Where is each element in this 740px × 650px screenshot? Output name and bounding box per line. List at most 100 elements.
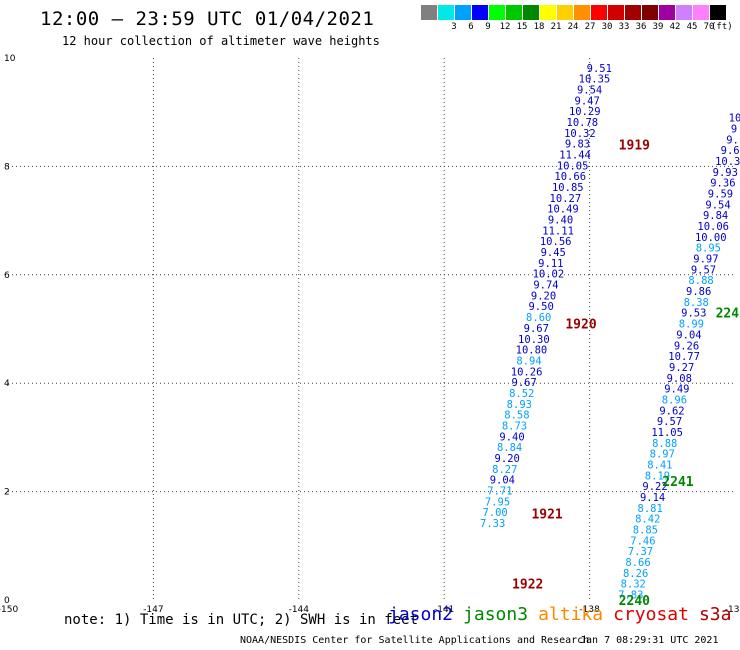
data-point-label: 10.30 <box>518 334 550 346</box>
color-swatch-label: 15 <box>516 22 528 32</box>
data-point-label: 9.47 <box>575 95 600 107</box>
color-swatch: 30 <box>591 5 612 32</box>
color-swatch: 9 <box>472 5 491 32</box>
data-point-label: 8.19 <box>645 470 670 482</box>
data-point-label: 8.73 <box>502 420 527 432</box>
data-point-label: 10.27 <box>550 193 582 205</box>
color-swatch: 42 <box>659 5 680 32</box>
data-point-label: 8.42 <box>635 514 660 526</box>
data-point-label: 8.81 <box>638 503 663 515</box>
data-point-label: 9.67 <box>524 323 549 335</box>
color-swatch-label: 24 <box>567 22 579 32</box>
data-point-label: 10.49 <box>547 204 579 216</box>
y-tick-label: 8 <box>4 162 10 172</box>
data-point-label: 9.51 <box>587 63 612 75</box>
y-tick-label: 2 <box>4 488 10 498</box>
data-point-label: 9.84 <box>703 210 728 222</box>
data-point-label: 8.85 <box>633 525 658 537</box>
data-point-label: 7.46 <box>630 535 655 547</box>
data-point-label: 10.05 <box>557 160 589 172</box>
y-tick-label: 4 <box>4 379 10 389</box>
data-point-label: 9.04 <box>490 475 515 487</box>
data-point-label: 8.41 <box>647 460 672 472</box>
color-swatch: 45 <box>676 5 697 32</box>
data-point-label: 9.74 <box>533 280 558 292</box>
data-point-label: 7.33 <box>480 518 505 530</box>
color-swatch: 36 <box>625 5 646 32</box>
data-point-label: 9.50 <box>528 301 553 313</box>
pass-time-label: 1921 <box>531 507 562 522</box>
data-point-label: 9.36 <box>710 178 735 190</box>
data-point-label: 10.78 <box>567 117 599 129</box>
color-swatch-label: 12 <box>499 22 511 32</box>
data-point-label: 8.38 <box>684 297 709 309</box>
data-point-label: 7.83 <box>618 590 643 602</box>
color-swatch: 33 <box>608 5 629 32</box>
data-point-label: 10.00 <box>695 232 727 244</box>
legend-item-jason3: jason3 <box>463 604 529 625</box>
data-point-label: 8.58 <box>504 410 529 422</box>
pass-time-label: 1922 <box>512 578 543 593</box>
data-point-label: 9.54 <box>577 84 602 96</box>
x-tick-label: -135 <box>725 605 740 615</box>
data-point-label: 9.83 <box>565 139 590 151</box>
satellite-legend: jason2 jason3 altika cryosat s3a <box>388 604 740 625</box>
data-point-label: 9.93 <box>713 167 738 179</box>
legend-item-cryosat: cryosat <box>613 604 689 625</box>
color-swatch-label: 27 <box>584 22 596 32</box>
data-point-label: 9.26 <box>674 340 699 352</box>
y-tick-label: 0 <box>4 596 10 606</box>
data-point-label: 8.60 <box>526 312 551 324</box>
pass-time-label: 1919 <box>619 139 650 154</box>
data-point-label: 9.27 <box>669 362 694 374</box>
x-tick-label: -147 <box>143 605 163 615</box>
data-point-label: 10.32 <box>564 128 596 140</box>
color-swatch: 70 <box>693 5 714 32</box>
pass-time-label: 2240 <box>619 594 650 609</box>
color-swatch: 18 <box>523 5 544 32</box>
data-point-label: 8.32 <box>621 579 646 591</box>
data-point-label: 9.14 <box>640 492 665 504</box>
data-point-label: 10.80 <box>516 345 548 357</box>
data-point-label: 10 <box>729 113 740 125</box>
pass-time-label: 2241 <box>662 475 693 490</box>
color-swatch: 24 <box>557 5 578 32</box>
chart-title: 12:00 – 23:59 UTC 01/04/2021 <box>40 8 375 30</box>
data-point-label: 9.6 <box>721 145 740 157</box>
footer-note: note: 1) Time is in UTC; 2) SWH is in fe… <box>64 612 419 628</box>
data-point-label: 9.45 <box>541 247 566 259</box>
color-swatch: 3 <box>438 5 457 32</box>
data-point-label: 8.26 <box>623 568 648 580</box>
color-swatch-label: 33 <box>618 22 630 32</box>
data-point-label: 10.35 <box>579 74 611 86</box>
chart-subtitle: 12 hour collection of altimeter wave hei… <box>62 34 380 48</box>
data-point-label: 9.20 <box>531 290 556 302</box>
data-point-label: 8.88 <box>688 275 713 287</box>
data-point-label: 9.59 <box>708 189 733 201</box>
data-point-label: 9.67 <box>512 377 537 389</box>
color-swatch: 27 <box>574 5 595 32</box>
footer-credit: NOAA/NESDIS Center for Satellite Applica… <box>240 635 590 646</box>
color-swatch: 12 <box>489 5 510 32</box>
data-point-label: 9.49 <box>664 384 689 396</box>
data-point-label: 7.37 <box>628 546 653 558</box>
data-point-label: 9 <box>731 123 737 135</box>
data-point-label: 7.00 <box>482 507 507 519</box>
data-point-label: 8.97 <box>650 449 675 461</box>
data-point-label: 9.86 <box>686 286 711 298</box>
data-point-label: 11.44 <box>559 149 591 161</box>
legend-item-altika: altika <box>538 604 604 625</box>
color-swatch-label: 6 <box>468 22 474 32</box>
data-point-label: 8.99 <box>679 319 704 331</box>
y-tick-label: 6 <box>4 271 10 281</box>
color-scale-units: (ft) <box>711 22 733 32</box>
data-point-label: 8.95 <box>696 243 721 255</box>
legend-item-jason2: jason2 <box>388 604 454 625</box>
data-point-label: 7.95 <box>485 496 510 508</box>
data-point-label: 9. <box>726 134 739 146</box>
color-scale: 3 6 9 12 15 18 21 24 27 30 33 36 39 42 45 70 <box>421 5 727 32</box>
data-point-label: 9.53 <box>681 308 706 320</box>
color-swatch: 21 <box>540 5 561 32</box>
data-point-label: 9.57 <box>657 416 682 428</box>
